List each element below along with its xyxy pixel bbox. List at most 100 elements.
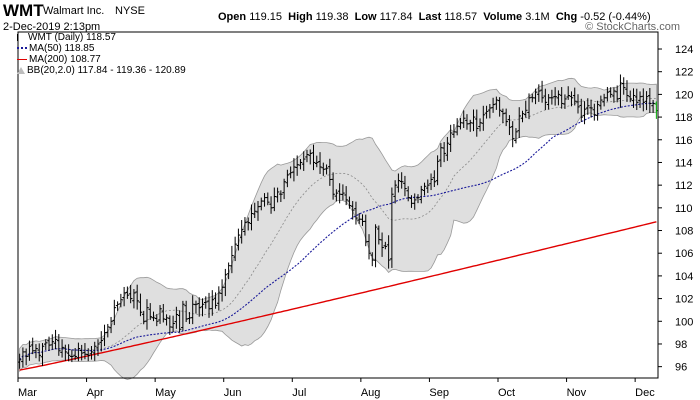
- legend-bb: BB(20,2.0) 117.84 - 119.36 - 120.89: [17, 66, 186, 76]
- price-bar: [579, 98, 584, 122]
- price-bar: [246, 217, 251, 231]
- price-bar: [435, 155, 440, 186]
- open-value: 119.15: [249, 11, 283, 23]
- price-bar: [112, 299, 117, 326]
- price-bar: [406, 186, 411, 202]
- price-bar: [648, 88, 652, 113]
- y-tick-label: 118: [675, 112, 693, 124]
- price-bar: [239, 220, 244, 244]
- price-bar: [314, 155, 319, 168]
- price-bar: [510, 121, 515, 148]
- price-bar: [200, 298, 205, 317]
- y-tick-label: 120: [675, 89, 693, 101]
- price-bar: [119, 293, 123, 308]
- x-tick-label: Jul: [292, 387, 306, 399]
- price-bar: [230, 245, 234, 274]
- price-bar: [514, 128, 518, 144]
- price-bar: [478, 118, 482, 132]
- x-tick-label: Apr: [87, 387, 104, 399]
- price-bar: [497, 97, 502, 117]
- price-bar: [605, 86, 610, 102]
- price-bar: [425, 179, 430, 194]
- price-bar: [550, 89, 554, 105]
- price-bar: [556, 90, 561, 106]
- price-bar: [612, 87, 616, 103]
- price-bar: [533, 88, 538, 105]
- price-bar: [34, 344, 38, 359]
- price-bar: [386, 235, 391, 269]
- price-bar: [442, 142, 446, 163]
- price-bar: [625, 80, 629, 102]
- price-bar: [279, 190, 283, 203]
- price-bar: [298, 159, 303, 170]
- price-bar: [383, 241, 388, 250]
- price-bar: [236, 228, 241, 251]
- low-value: 117.84: [379, 11, 413, 23]
- price-bar: [311, 144, 316, 171]
- price-bar: [125, 286, 130, 299]
- price-bar: [73, 347, 77, 361]
- price-bar: [135, 284, 139, 310]
- triangle-icon: [17, 66, 25, 74]
- price-bar: [138, 293, 143, 317]
- last-label: Last: [418, 11, 442, 23]
- price-bar: [504, 108, 508, 127]
- price-bar: [553, 87, 557, 106]
- price-bar: [608, 87, 613, 98]
- price-bar: [641, 88, 646, 112]
- y-tick-label: 114: [675, 157, 693, 169]
- low-label: Low: [354, 11, 377, 23]
- price-bar: [585, 98, 590, 115]
- price-bar: [589, 99, 593, 118]
- price-bar: [419, 185, 424, 204]
- price-bar: [79, 344, 84, 361]
- price-bar: [334, 189, 339, 202]
- price-bar: [461, 110, 466, 128]
- plot-frame: [17, 31, 659, 379]
- price-bar: [484, 105, 489, 119]
- y-tick-label: 116: [675, 135, 693, 147]
- price-bar: [53, 329, 58, 350]
- price-bar: [63, 344, 68, 362]
- y-tick-label: 98: [675, 339, 687, 351]
- price-bar: [644, 91, 649, 111]
- price-bar: [151, 311, 156, 322]
- price-bar: [341, 184, 345, 201]
- price-bar: [481, 105, 486, 131]
- price-bar: [210, 290, 215, 316]
- price-bar: [109, 316, 113, 334]
- price-bar: [429, 173, 433, 191]
- price-bar: [393, 180, 397, 204]
- y-tick-label: 106: [675, 248, 693, 260]
- open-label: Open: [218, 11, 247, 23]
- price-bars: [17, 74, 659, 369]
- price-bar: [572, 87, 577, 106]
- price-bar: [282, 178, 286, 200]
- price-bar: [595, 100, 600, 121]
- dotted-line-icon: [17, 47, 27, 50]
- price-bar: [494, 96, 499, 110]
- price-bar: [517, 107, 522, 139]
- price-bar: [422, 182, 427, 196]
- price-bar: [171, 315, 175, 333]
- x-tick-label: May: [155, 387, 176, 399]
- price-bar: [507, 115, 512, 136]
- price-bar: [631, 88, 636, 108]
- ticker-symbol: WMT: [3, 1, 44, 20]
- price-bar: [367, 234, 371, 260]
- x-tick-label: Nov: [567, 387, 587, 399]
- y-tick-label: 96: [675, 362, 687, 374]
- legend-ma200: MA(200) 108.77: [17, 55, 101, 65]
- y-tick-label: 124: [675, 44, 693, 56]
- price-bar: [92, 341, 97, 361]
- price-bar: [50, 334, 55, 350]
- price-bar: [285, 169, 290, 188]
- price-bar: [540, 80, 544, 103]
- price-bar: [501, 108, 505, 124]
- price-bar: [471, 109, 476, 132]
- price-bar: [27, 340, 32, 361]
- y-tick-label: 112: [675, 180, 693, 192]
- price-bar: [399, 172, 404, 189]
- chg-value: -0.52 (-0.44%): [580, 11, 651, 23]
- price-bar: [445, 136, 450, 161]
